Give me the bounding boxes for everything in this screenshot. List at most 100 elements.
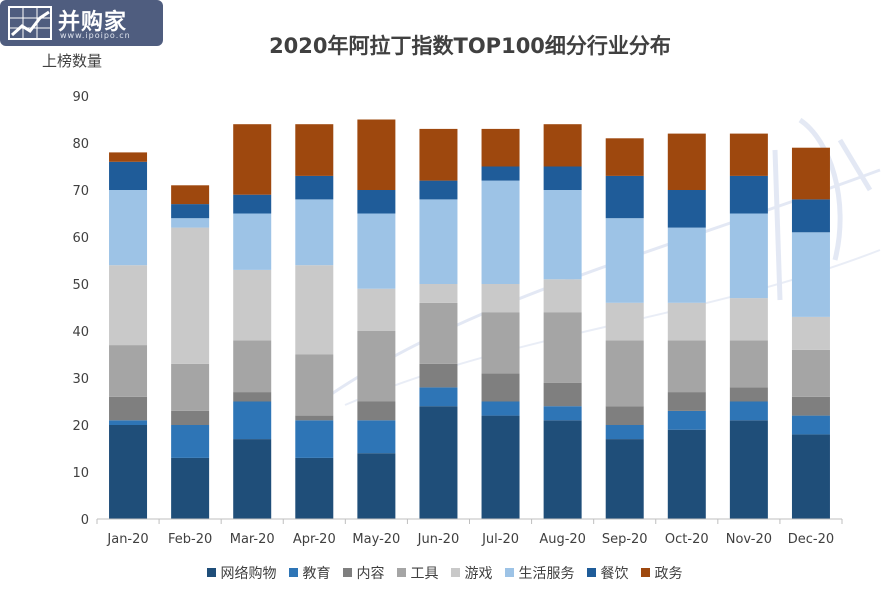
bar-segment — [171, 204, 210, 219]
bar-segment — [543, 420, 582, 519]
bar-segment — [109, 345, 148, 397]
bar-segment — [481, 401, 520, 416]
bars-group — [109, 119, 830, 519]
bar-segment — [419, 128, 458, 181]
bar-segment — [357, 331, 396, 402]
bar-segment — [233, 213, 272, 270]
bar-segment — [295, 199, 334, 266]
bar-segment — [233, 194, 272, 214]
bar-segment — [605, 340, 644, 407]
bar-segment — [791, 396, 830, 416]
bar-segment — [605, 302, 644, 341]
y-tick-label: 90 — [72, 90, 89, 105]
legend-label: 网络购物 — [220, 566, 277, 582]
legend-swatch — [288, 568, 298, 577]
y-tick-label: 60 — [72, 231, 89, 246]
bar-segment — [543, 190, 582, 280]
logo-name: 并购家 — [58, 10, 128, 35]
bar-segment — [543, 382, 582, 407]
bar-segment — [357, 213, 396, 289]
bar-segment — [357, 453, 396, 519]
bar-segment — [729, 401, 768, 421]
y-tick-label: 50 — [72, 278, 89, 293]
bar-segment — [791, 434, 830, 519]
bar-segment — [295, 457, 334, 519]
y-axis-label: 上榜数量 — [42, 52, 103, 70]
bar-segment — [233, 269, 272, 341]
bar-segment — [791, 316, 830, 350]
bar-segment — [171, 218, 210, 228]
y-tick-label: 80 — [72, 137, 89, 152]
x-tick-label: Mar-20 — [230, 532, 275, 547]
bar-segment — [109, 265, 148, 346]
bar-segment — [481, 312, 520, 374]
legend-swatch — [504, 568, 514, 577]
x-tick-label: Feb-20 — [168, 532, 212, 547]
bar-segment — [233, 340, 272, 393]
y-tick-label: 30 — [72, 372, 89, 387]
bar-segment — [233, 124, 272, 195]
bar-segment — [171, 425, 210, 458]
bar-segment — [667, 227, 706, 303]
bar-segment — [109, 190, 148, 266]
bar-segment — [543, 166, 582, 190]
legend-swatch — [450, 568, 460, 577]
legend-label: 政务 — [654, 566, 683, 582]
chart-legend: 网络购物 教育 内容 工具 游戏 生活服务 餐饮 政务 — [0, 563, 889, 583]
bar-segment — [481, 415, 520, 519]
bar-segment — [357, 288, 396, 331]
bar-segment — [419, 302, 458, 364]
x-tick-label: Jan-20 — [106, 532, 148, 547]
bar-segment — [233, 439, 272, 519]
bar-segment — [729, 213, 768, 299]
y-axis-ticks: 0 10 20 30 40 50 60 70 80 90 — [72, 90, 89, 528]
legend-label: 内容 — [356, 566, 385, 582]
bar-segment — [729, 420, 768, 519]
bar-segment — [109, 161, 148, 190]
bar-segment — [171, 410, 210, 425]
bar-segment — [605, 138, 644, 176]
legend-swatch — [342, 568, 352, 577]
bar-segment — [419, 199, 458, 284]
bar-segment — [419, 406, 458, 519]
bar-segment — [295, 265, 334, 355]
bar-segment — [481, 128, 520, 167]
bar-segment — [171, 185, 210, 205]
legend-item: 游戏 — [450, 563, 493, 583]
legend-item: 政务 — [640, 563, 683, 583]
bar-segment — [109, 420, 148, 425]
bar-segment — [667, 410, 706, 430]
bar-segment — [357, 119, 396, 190]
bar-segment — [791, 415, 830, 435]
legend-swatch — [640, 568, 650, 577]
bar-segment — [791, 199, 830, 233]
chart-title: 2020年阿拉丁指数TOP100细分行业分布 — [269, 34, 671, 58]
bar-segment — [295, 124, 334, 176]
bar-segment — [233, 392, 272, 402]
bar-segment — [605, 218, 644, 303]
bar-segment — [791, 232, 830, 317]
bar-segment — [419, 284, 458, 303]
bar-segment — [667, 133, 706, 190]
bar-segment — [357, 420, 396, 454]
bar-segment — [605, 406, 644, 425]
bar-segment — [543, 279, 582, 313]
bar-segment — [109, 425, 148, 519]
bar-segment — [605, 425, 644, 440]
bar-segment — [605, 175, 644, 219]
bar-segment — [109, 396, 148, 421]
bar-segment — [419, 180, 458, 200]
bar-segment — [667, 429, 706, 519]
legend-label: 生活服务 — [518, 566, 575, 582]
x-axis: Jan-20 Feb-20 Mar-20 Apr-20 May-20 Jun-20 Jul-… — [96, 518, 843, 547]
legend-label: 游戏 — [464, 566, 493, 582]
bar-segment — [543, 406, 582, 421]
x-tick-label: Jun-20 — [417, 532, 460, 547]
legend-item: 工具 — [396, 563, 439, 583]
legend-label: 工具 — [410, 566, 439, 582]
y-tick-label: 10 — [72, 466, 89, 481]
bar-segment — [481, 166, 520, 181]
bar-segment — [357, 401, 396, 421]
legend-label: 餐饮 — [600, 566, 629, 582]
